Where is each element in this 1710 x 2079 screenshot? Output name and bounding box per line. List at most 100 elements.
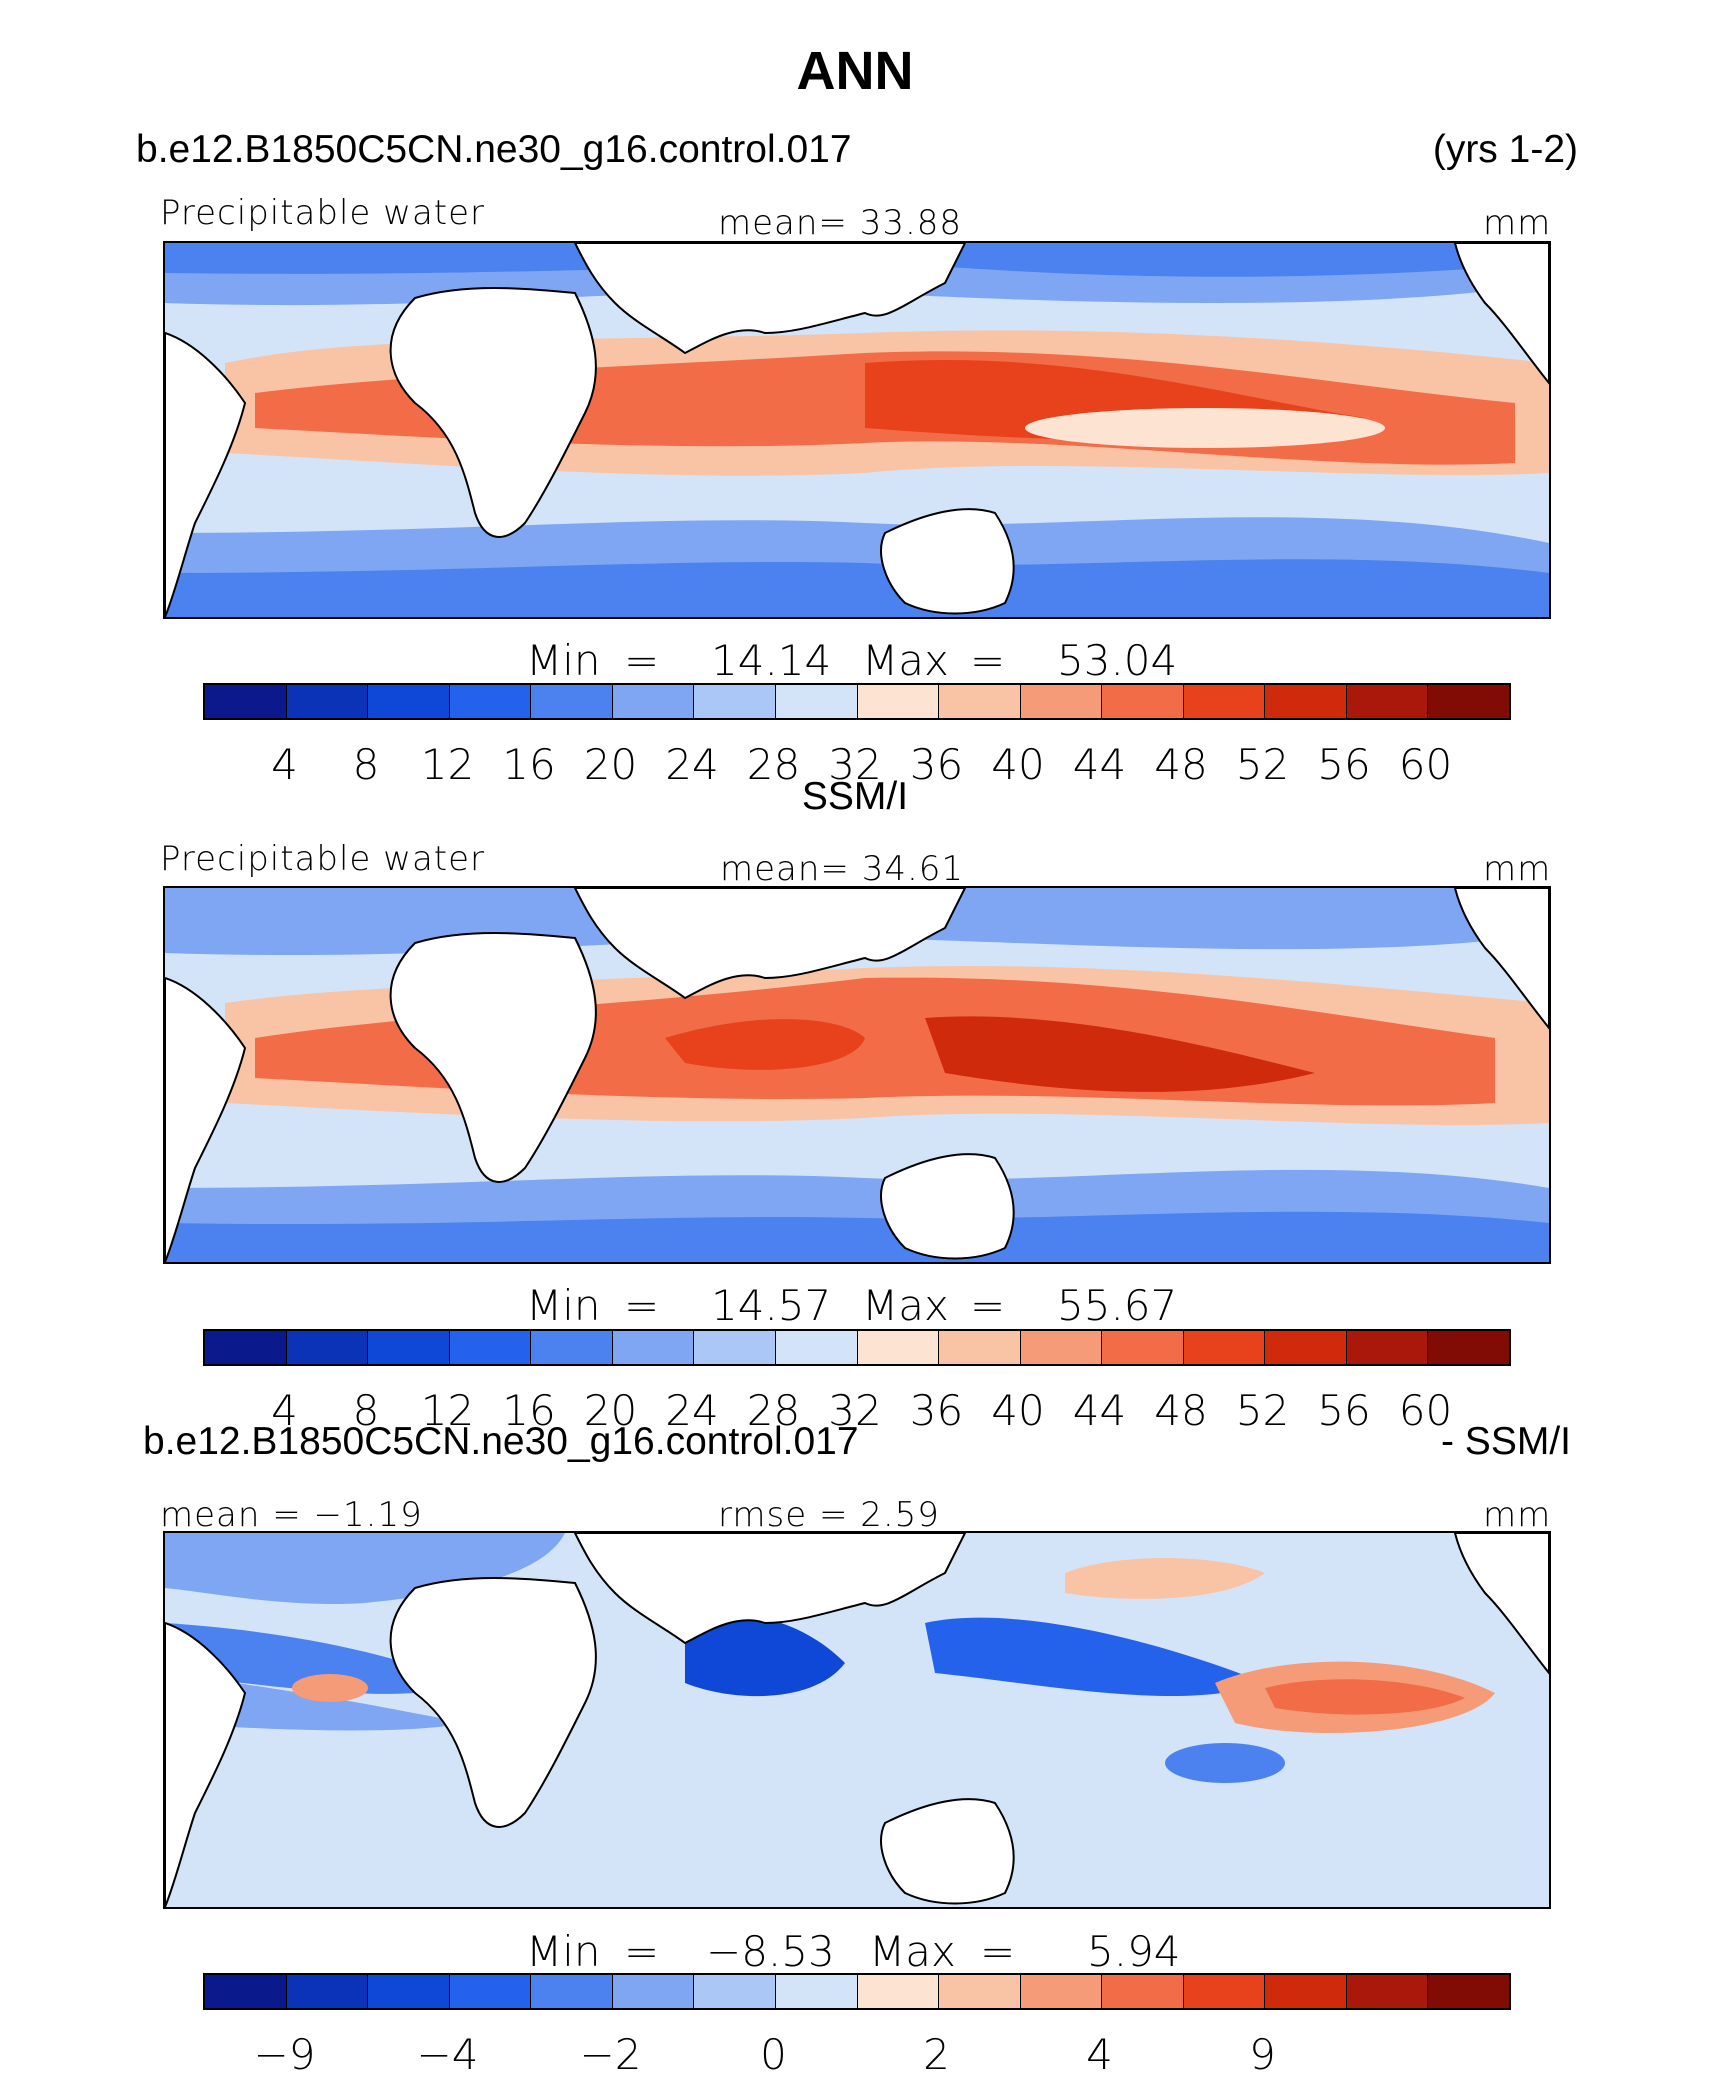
panel3-map	[163, 1531, 1551, 1909]
panel1-colorbar-tick-label: 36	[909, 740, 964, 789]
panel1-colorbar-tick-label: 4	[271, 740, 298, 789]
panel3-colorbar-box	[775, 1975, 858, 2008]
panel1-map-svg	[165, 243, 1549, 617]
panel2-variable-label: Precipitable water	[160, 839, 486, 879]
panel3-colorbar-box	[939, 1975, 1021, 2008]
panel2-colorbar-tick-label: 24	[665, 1386, 719, 1435]
panel3-colorbar-box	[205, 1975, 287, 2008]
panel1-colorbar-box	[205, 685, 287, 718]
panel1-colorbar-box	[857, 685, 940, 718]
panel3-colorbar-box	[1346, 1975, 1429, 2008]
panel2-field-south-band-2	[165, 1211, 1549, 1262]
panel1-colorbar-box	[1183, 685, 1266, 718]
panel2-colorbar	[203, 1329, 1511, 1366]
panel3-units: mm	[1483, 1495, 1552, 1535]
panel2-south-america-land	[165, 976, 247, 1262]
panel1-colorbar-tick-label: 12	[420, 740, 475, 789]
panel1-colorbar-tick-label: 8	[352, 740, 380, 789]
panel1-eurasia-land	[573, 243, 967, 355]
panel2-colorbar-box	[857, 1331, 940, 1364]
panel3-field-pac-pos-north	[1065, 1558, 1265, 1599]
panel3-field-pac-pos-core	[1265, 1679, 1465, 1715]
panel2-colorbar-box	[1346, 1331, 1429, 1364]
panel2-colorbar-box	[694, 1331, 776, 1364]
panel1-colorbar-tick-label: 48	[1154, 740, 1208, 789]
panel1-colorbar-tick-label: 20	[583, 740, 638, 789]
panel1-colorbar-box	[775, 685, 858, 718]
panel2-min-label: Min	[526, 1281, 601, 1330]
panel1-colorbar-box	[1265, 685, 1347, 718]
panel1-field-south-band-2	[165, 559, 1549, 617]
panel3-max-eq: =	[980, 1927, 1016, 1976]
panel3-colorbar-box	[1183, 1975, 1266, 2008]
panel3-americas-land	[1453, 1533, 1549, 1675]
panel2-colorbar-box	[775, 1331, 858, 1364]
panel2-colorbar-tick-label: 4	[271, 1386, 298, 1435]
panel1-colorbar-tick-label: 16	[502, 740, 556, 789]
panel2-colorbar-box	[1102, 1331, 1184, 1364]
panel1-variable-label: Precipitable water	[160, 193, 486, 233]
panel2-field-indian-warm	[665, 1019, 865, 1070]
panel1-colorbar-tick-label: 24	[665, 740, 719, 789]
panel2-americas-land	[1453, 888, 1549, 1030]
panel1-map	[163, 241, 1551, 619]
panel2-colorbar-tick-label: 16	[502, 1386, 556, 1435]
panel2-colorbar-box	[1183, 1331, 1266, 1364]
panel1-colorbar	[203, 683, 1511, 720]
panel3-africa-land	[389, 1577, 597, 1828]
panel2-colorbar-box	[612, 1331, 695, 1364]
panel1-colorbar-box	[1020, 685, 1103, 718]
panel3-field-indian-neg	[685, 1615, 845, 1697]
panel3-colorbar-box	[1428, 1975, 1509, 2008]
panel2-case-name: SSM/I	[801, 775, 909, 818]
panel1-colorbar-tick-label: 60	[1398, 740, 1453, 789]
panel1-americas-land	[1453, 243, 1549, 385]
panel3-colorbar-box	[857, 1975, 940, 2008]
panel3-min-value: −8.53	[706, 1927, 835, 1976]
panel3-colorbar-tick-label: 9	[1249, 2030, 1276, 2079]
panel1-colorbar-tick-label: 52	[1235, 740, 1290, 789]
panel3-colorbar-tick-label: −9	[253, 2030, 316, 2079]
panel2-colorbar-tick-label: 8	[352, 1386, 380, 1435]
panel1-field-dry-tongue	[1025, 408, 1385, 448]
panel1-colorbar-box	[368, 685, 450, 718]
panel3-field-atl-dry	[165, 1623, 465, 1694]
panel2-min-value: 14.57	[711, 1281, 832, 1330]
panel1-min-label: Min	[526, 636, 601, 685]
panel1-min-eq: =	[624, 636, 660, 685]
page-title: ANN	[796, 41, 914, 101]
panel1-years: (yrs 1-2)	[1432, 128, 1578, 171]
panel3-colorbar-box	[286, 1975, 369, 2008]
panel2-colorbar-box	[531, 1331, 613, 1364]
panel2-colorbar-tick-label: 32	[828, 1386, 882, 1435]
panel3-rmse-label: rmse = 2.59	[718, 1495, 940, 1535]
panel1-colorbar-box	[694, 685, 776, 718]
panel2-australia-land	[880, 1153, 1015, 1260]
panel2-colorbar-tick-label: 52	[1235, 1386, 1290, 1435]
panel3-colorbar-box	[612, 1975, 695, 2008]
panel2-colorbar-tick-label: 40	[991, 1386, 1045, 1435]
panel2-colorbar-box	[939, 1331, 1021, 1364]
panel1-colorbar-tick-label: 28	[746, 740, 801, 789]
panel3-mean-label: mean = −1.19	[160, 1495, 423, 1535]
panel2-colorbar-box	[368, 1331, 450, 1364]
panel2-max-label: Max	[862, 1281, 949, 1330]
panel3-australia-land	[880, 1798, 1015, 1905]
panel3-south-america-land	[165, 1621, 247, 1907]
panel3-colorbar-box	[1265, 1975, 1347, 2008]
panel1-colorbar-tick-label: 56	[1317, 740, 1371, 789]
panel2-colorbar-tick-label: 36	[909, 1386, 964, 1435]
panel3-eurasia-land	[573, 1533, 967, 1645]
panel1-colorbar-box	[1346, 685, 1429, 718]
panel2-field-warm-pool	[925, 1016, 1315, 1092]
panel2-colorbar-tick-label: 20	[583, 1386, 638, 1435]
panel1-max-eq: =	[970, 636, 1006, 685]
panel1-colorbar-box	[1428, 685, 1509, 718]
panel1-colorbar-tick-label: 40	[991, 740, 1045, 789]
panel2-colorbar-tick-label: 60	[1398, 1386, 1453, 1435]
panel3-colorbar-box	[368, 1975, 450, 2008]
panel3-field-south-pac-neg	[1165, 1743, 1285, 1783]
panel1-min-value: 14.14	[711, 636, 832, 685]
panel2-colorbar-tick-label: 56	[1317, 1386, 1371, 1435]
panel3-max-value: 5.94	[1087, 1927, 1181, 1976]
